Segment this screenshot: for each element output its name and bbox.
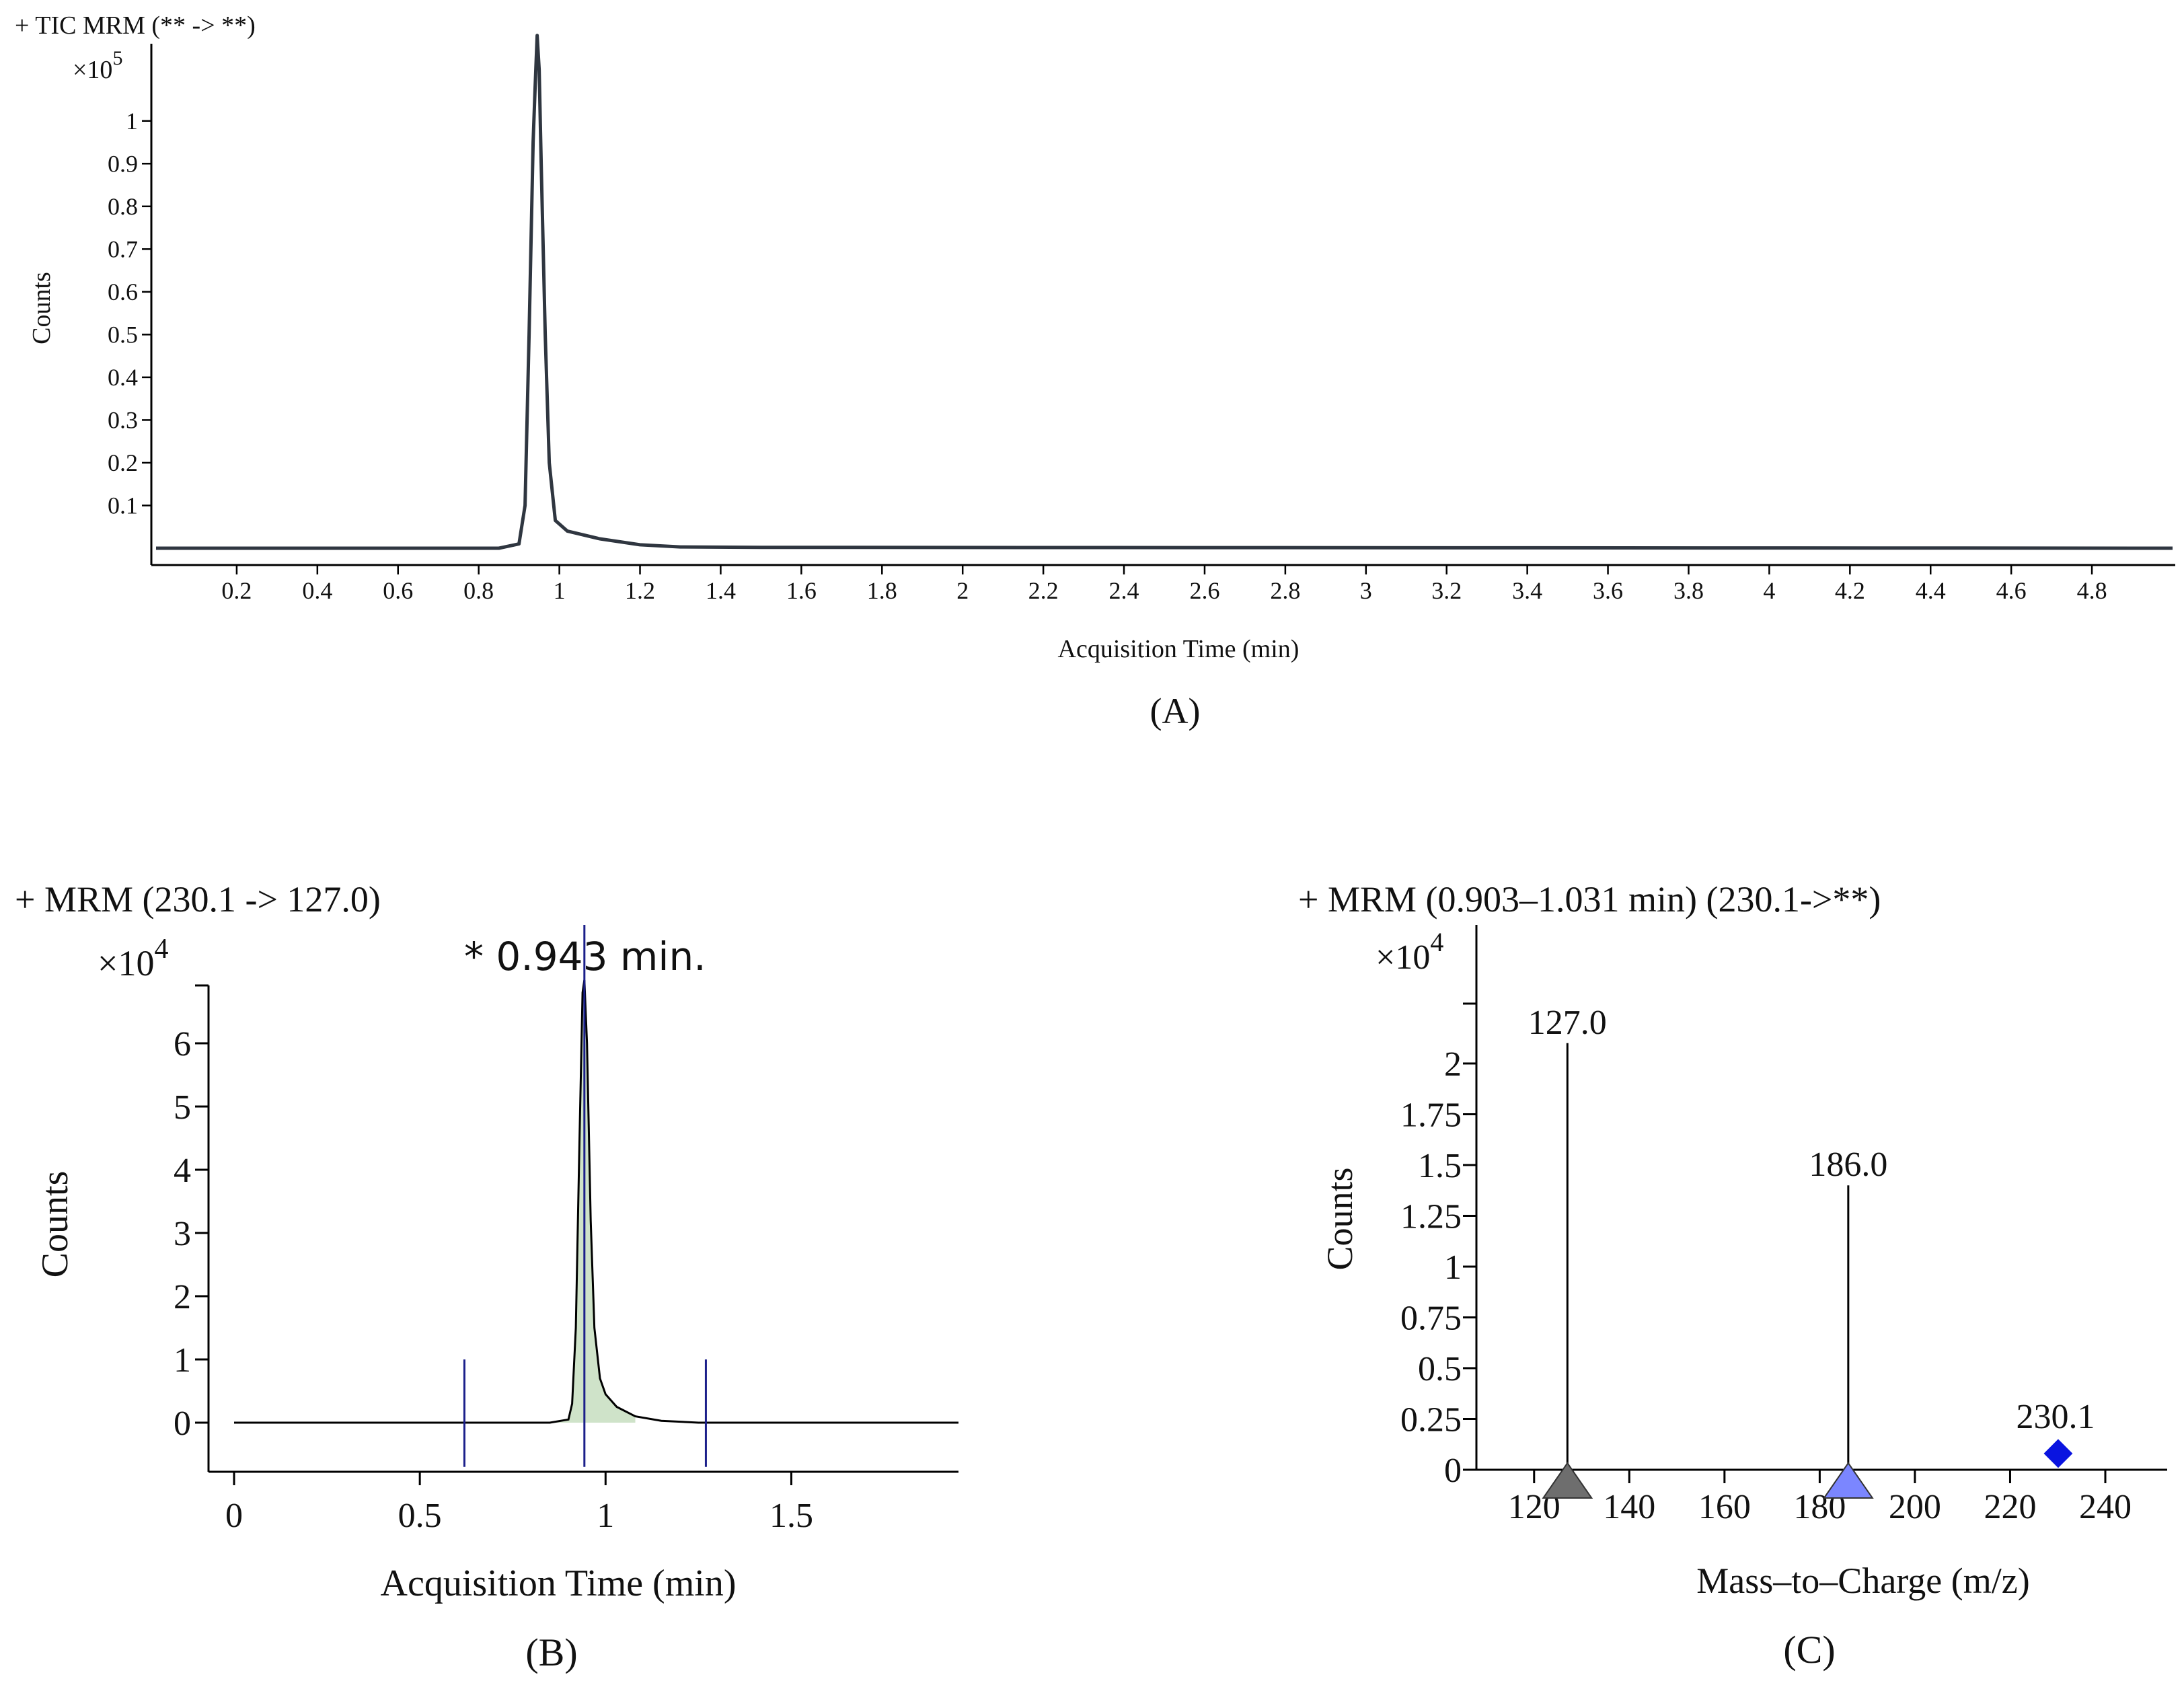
panel-b-caption: (B) bbox=[525, 1631, 577, 1674]
panel-a-x-tick-label: 3.4 bbox=[1512, 577, 1542, 604]
panel-c-y-tick-label: 1.25 bbox=[1400, 1198, 1462, 1236]
panel-a-y-tick-label: 0.2 bbox=[108, 449, 138, 476]
panel-b-multiplier-exponent: 4 bbox=[154, 934, 168, 965]
panel-c-y-tick-label: 2 bbox=[1444, 1045, 1462, 1084]
panel-a-x-tick-label: 0.8 bbox=[463, 577, 494, 604]
panel-c-peak-marker-triangle bbox=[1542, 1462, 1593, 1499]
panel-c-y-tick-label: 0.25 bbox=[1400, 1401, 1462, 1439]
panel-c-title: + MRM (0.903–1.031 min) (230.1->**) bbox=[1298, 879, 1881, 920]
panel-c-multiplier: ×104 bbox=[1376, 927, 1443, 977]
panel-a-x-tick-label: 2.4 bbox=[1109, 577, 1139, 604]
panel-a-x-tick-label: 1.6 bbox=[786, 577, 817, 604]
panel-a-multiplier-base: ×10 bbox=[73, 56, 112, 84]
panel-a-x-tick-label: 2 bbox=[956, 577, 969, 604]
panel-c-x-tick-label: 220 bbox=[1984, 1488, 2036, 1526]
panel-c-peak-label: 186.0 bbox=[1809, 1146, 1887, 1184]
panel-c-y-tick-label: 0 bbox=[1444, 1452, 1462, 1490]
panel-a-x-tick-label: 1 bbox=[554, 577, 566, 604]
panel-a-multiplier-exponent: 5 bbox=[112, 47, 122, 69]
panel-a-x-tick-label: 2.2 bbox=[1028, 577, 1059, 604]
panel-b-series-line bbox=[234, 979, 958, 1424]
panel-a-title: + TIC MRM (** -> **) bbox=[15, 11, 256, 40]
panel-a-x-tick-label: 4.6 bbox=[1996, 577, 2027, 604]
panel-a-y-tick-label: 0.4 bbox=[108, 364, 138, 391]
panel-c-peak-marker-triangle bbox=[1822, 1462, 1874, 1499]
panel-b-axes: 0 0.5 1 1.5 0 1 2 3 4 5 6 bbox=[174, 984, 958, 1535]
panel-a-xlabel: Acquisition Time (min) bbox=[1058, 635, 1300, 663]
panel-a-y-tick-label: 1 bbox=[126, 108, 138, 135]
panel-c-x-tick-label: 160 bbox=[1698, 1488, 1751, 1526]
panel-c-axes: 120 140 160 180 200 220 24000.250.50.7511.251.… bbox=[1400, 925, 2167, 1526]
panel-a-x-tick-label: 3.2 bbox=[1431, 577, 1462, 604]
panel-c-peak-marker-diamond bbox=[2043, 1439, 2073, 1468]
panel-c: + MRM (0.903–1.031 min) (230.1->**) ×104… bbox=[1298, 879, 2167, 1672]
panel-c-y-tick-label: 0.5 bbox=[1418, 1350, 1462, 1388]
panel-a-caption: (A) bbox=[1150, 691, 1201, 731]
panel-c-y-tick-label: 0.75 bbox=[1400, 1300, 1462, 1338]
panel-a-x-tick-label: 3 bbox=[1360, 577, 1372, 604]
panel-a-x-tick-label: 1.4 bbox=[706, 577, 736, 604]
panel-b-x-tick-label: 0 bbox=[225, 1497, 243, 1535]
panel-a-x-tick-label: 1.2 bbox=[625, 577, 655, 604]
panel-b-ylabel: Counts bbox=[34, 1171, 76, 1278]
panel-a-x-tick-label: 0.4 bbox=[302, 577, 332, 604]
panel-b-multiplier: ×104 bbox=[98, 934, 168, 983]
panel-a-y-tick-label: 0.1 bbox=[108, 492, 138, 519]
panel-a-plot bbox=[156, 34, 2173, 550]
panel-a-y-tick-label: 0.9 bbox=[108, 150, 138, 177]
panel-a-y-tick-label: 0.5 bbox=[108, 321, 138, 348]
panel-c-x-tick-label: 200 bbox=[1889, 1488, 1941, 1526]
panel-c-y-tick-label: 1.75 bbox=[1400, 1096, 1462, 1135]
panel-b-plot bbox=[234, 925, 958, 1467]
panel-a-x-tick-label: 4.4 bbox=[1916, 577, 1946, 604]
panel-b-y-tick-label: 3 bbox=[174, 1215, 191, 1253]
panel-b-y-tick-label: 0 bbox=[174, 1405, 191, 1443]
panel-c-multiplier-exponent: 4 bbox=[1430, 927, 1443, 957]
panel-b-x-tick-label: 0.5 bbox=[398, 1497, 442, 1535]
panel-a-ylabel: Counts bbox=[28, 272, 56, 344]
panel-c-x-tick-label: 240 bbox=[2079, 1488, 2132, 1526]
panel-b-y-tick-label: 5 bbox=[174, 1088, 191, 1127]
panel-a-y-tick-label: 0.7 bbox=[108, 235, 138, 262]
panel-b-peak-area bbox=[550, 980, 636, 1423]
panel-b: + MRM (230.1 -> 127.0) ×104 * 0.943 min.… bbox=[15, 879, 958, 1674]
panel-b-title: + MRM (230.1 -> 127.0) bbox=[15, 879, 381, 920]
panel-b-y-tick-label: 4 bbox=[174, 1152, 191, 1190]
panel-a-axes: 0.2 0.4 0.6 0.8 1 1.2 1.4 1.6 1.8 2 2.2 2.4 2.6 2.8 3 3… bbox=[108, 44, 2175, 604]
panel-c-peak-label: 127.0 bbox=[1528, 1004, 1607, 1042]
panel-b-x-tick-label: 1.5 bbox=[769, 1497, 813, 1535]
panel-a-y-tick-label: 0.8 bbox=[108, 193, 138, 220]
panel-c-caption: (C) bbox=[1783, 1628, 1835, 1672]
panel-a-x-tick-label: 4.2 bbox=[1835, 577, 1865, 604]
panel-a-x-tick-label: 4.8 bbox=[2077, 577, 2107, 604]
panel-a-x-tick-label: 3.8 bbox=[1673, 577, 1704, 604]
panel-a-x-tick-label: 3.6 bbox=[1593, 577, 1623, 604]
panel-a-y-tick-label: 0.3 bbox=[108, 406, 138, 433]
panel-c-xlabel: Mass–to–Charge (m/z) bbox=[1696, 1561, 2029, 1601]
panel-c-multiplier-base: ×10 bbox=[1376, 938, 1430, 977]
panel-a-x-tick-label: 4 bbox=[1763, 577, 1775, 604]
panel-a-x-tick-label: 1.8 bbox=[867, 577, 897, 604]
panel-c-peak-label: 230.1 bbox=[2016, 1398, 2095, 1436]
panel-c-ylabel: Counts bbox=[1320, 1167, 1360, 1270]
panel-a-x-tick-label: 0.2 bbox=[221, 577, 252, 604]
panel-b-x-tick-label: 1 bbox=[597, 1497, 614, 1535]
panel-b-y-tick-label: 1 bbox=[174, 1341, 191, 1380]
panel-a-series-line bbox=[156, 34, 2173, 550]
panel-a-x-tick-label: 2.6 bbox=[1189, 577, 1219, 604]
panel-c-y-tick-label: 1.5 bbox=[1418, 1147, 1462, 1185]
panel-a-y-tick-label: 0.6 bbox=[108, 278, 138, 305]
panel-b-y-tick-label: 6 bbox=[174, 1025, 191, 1063]
panel-b-multiplier-base: ×10 bbox=[98, 943, 154, 983]
panel-b-xlabel: Acquisition Time (min) bbox=[381, 1563, 737, 1604]
panel-c-x-tick-label: 140 bbox=[1603, 1488, 1655, 1526]
panel-b-y-tick-label: 2 bbox=[174, 1278, 191, 1316]
panel-c-y-tick-label: 1 bbox=[1444, 1248, 1462, 1287]
panel-a-x-tick-label: 2.8 bbox=[1270, 577, 1300, 604]
panel-c-plot: 127.0 186.0 230.1 bbox=[1528, 1004, 2095, 1499]
panel-a-multiplier: ×105 bbox=[73, 47, 122, 84]
panel-a: + TIC MRM (** -> **) ×105 Counts 0.2 0.4 0… bbox=[15, 11, 2175, 731]
panel-a-x-tick-label: 0.6 bbox=[383, 577, 413, 604]
